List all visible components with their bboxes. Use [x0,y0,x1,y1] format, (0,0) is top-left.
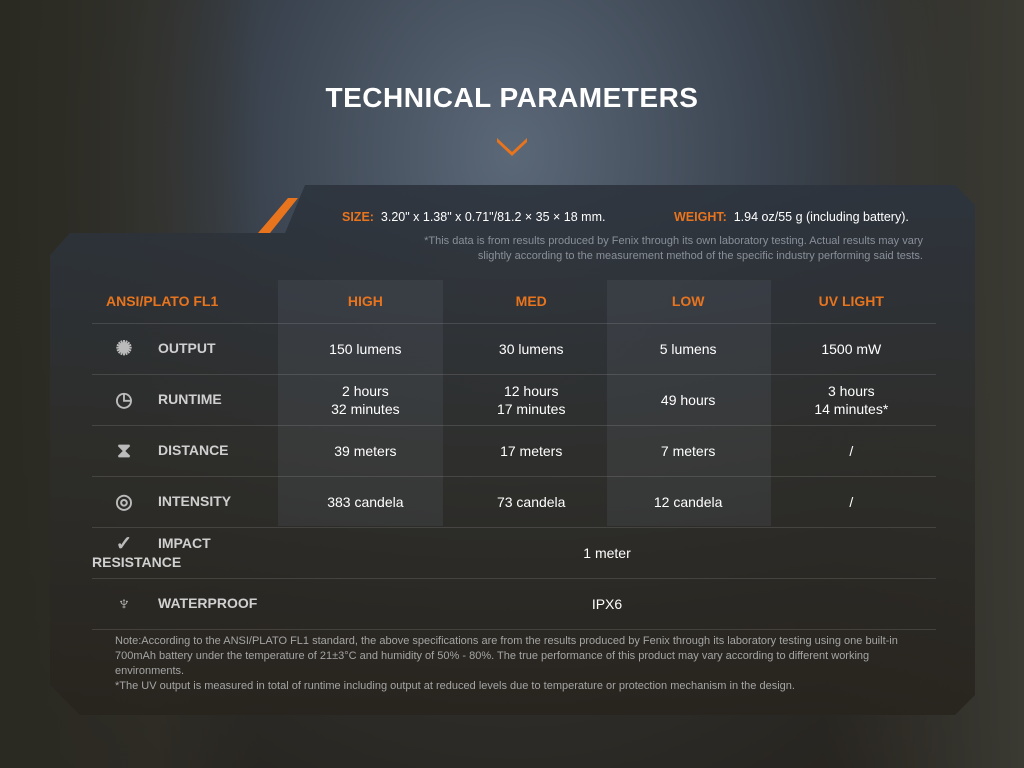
row-label-text: WATERPROOF [158,594,258,611]
table-cell: 1 meter [278,527,936,579]
table-row: ⧗ DISTANCE 39 meters 17 meters 7 meters / [92,425,936,477]
cell-line: 17 minutes [496,400,566,417]
table-cell: 17 meters [452,425,610,477]
table-cell: 7 meters [609,425,767,477]
table-cell: IPX6 [278,578,936,630]
table-row: ◷ RUNTIME 2 hours 32 minutes 12 hours 17 minu… [92,374,936,426]
table-header: ANSI/PLATO FL1 HIGH MED LOW UV LIGHT [92,280,936,324]
size-label: SIZE: [342,210,374,224]
weight-label: WEIGHT: [674,210,727,224]
spec-table: ANSI/PLATO FL1 HIGH MED LOW UV LIGHT ✺ OUTPUT… [92,280,936,630]
table-cell: / [766,476,936,528]
row-label: ⧗ DISTANCE [92,425,278,477]
table-cell: 383 candela [278,476,453,528]
waterproof-icon: ♆ [116,593,132,616]
row-label-text: INTENSITY [158,492,232,509]
table-cell: 39 meters [278,425,453,477]
row-label: ◎ INTENSITY [92,476,278,528]
weight-info: WEIGHT: 1.94 oz/55 g (including battery)… [674,210,909,224]
page-title: TECHNICAL PARAMETERS [325,82,699,113]
row-label-text: IMPACT RESISTANCE [92,534,211,571]
table-row: ✺ OUTPUT 150 lumens 30 lumens 5 lumens 1500 m… [92,323,936,375]
disclaimer-line: *This data is from results produced by F… [424,235,923,247]
size-info: SIZE: 3.20" x 1.38" x 0.71"/81.2 × 35 × … [342,210,605,224]
table-cell: 150 lumens [278,323,453,375]
table-cell: 30 lumens [452,323,610,375]
table-row: ♆ WATERPROOF IPX6 [92,578,936,630]
row-label: ◷ RUNTIME [92,374,278,426]
distance-icon: ⧗ [116,440,132,463]
table-cell: / [766,425,936,477]
row-label-text: OUTPUT [158,339,216,356]
table-cell: 5 lumens [609,323,767,375]
table-cell: 3 hours 14 minutes* [766,374,936,426]
column-header: UV LIGHT [766,280,936,324]
target-icon: ◎ [115,491,133,514]
cell-line: 2 hours [342,382,389,399]
row-label: ♆ WATERPROOF [92,578,278,630]
table-cell: 12 hours 17 minutes [452,374,610,426]
column-header: ANSI/PLATO FL1 [92,280,278,324]
weight-value: 1.94 oz/55 g (including battery). [733,210,909,224]
note-text: Note:According to the ANSI/PLATO FL1 sta… [115,635,898,677]
table-row: ✓ IMPACT RESISTANCE 1 meter [92,527,936,579]
table-cell: 12 candela [609,476,767,528]
table-cell: 73 candela [452,476,610,528]
cell-line: 3 hours [827,382,875,399]
row-label: ✺ OUTPUT [92,323,278,375]
disclaimer: *This data is from results produced by F… [340,234,923,264]
column-header: LOW [609,280,767,324]
uv-note-text: *The UV output is measured in total of r… [115,680,795,692]
cell-line: 32 minutes [331,400,400,417]
impact-icon: ✓ [115,533,133,556]
column-header: HIGH [278,280,453,324]
table-row: ◎ INTENSITY 383 candela 73 candela 12 candel… [92,476,936,528]
disclaimer-line: slightly according to the measurement me… [477,250,923,262]
cell-line: 14 minutes* [814,400,889,417]
cell-line: 12 hours [503,382,559,399]
burst-icon: ✺ [115,338,133,361]
table-cell: 2 hours 32 minutes [278,374,453,426]
table-cell: 1500 mW [766,323,936,375]
clock-icon: ◷ [115,389,133,412]
cell-line: 49 hours [660,391,716,408]
size-value: 3.20" x 1.38" x 0.71"/81.2 × 35 × 18 mm. [380,210,606,224]
row-label-text: DISTANCE [158,441,229,458]
chevron-down-icon [497,138,527,156]
footnote: Note:According to the ANSI/PLATO FL1 sta… [115,634,935,694]
row-label: ✓ IMPACT RESISTANCE [92,527,278,579]
table-cell: 49 hours [609,374,767,426]
row-label-text: RUNTIME [158,390,222,407]
column-header: MED [452,280,610,324]
